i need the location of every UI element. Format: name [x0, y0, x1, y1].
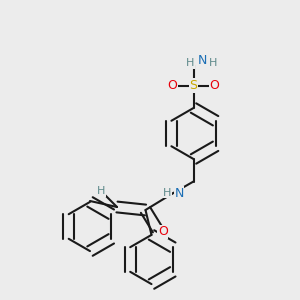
- Text: N: N: [174, 187, 184, 200]
- Text: H: H: [97, 186, 105, 196]
- Text: O: O: [158, 225, 168, 239]
- Text: O: O: [210, 79, 219, 92]
- Text: H: H: [209, 58, 217, 68]
- Text: H: H: [163, 188, 171, 198]
- Text: S: S: [190, 79, 197, 92]
- Text: O: O: [168, 79, 177, 92]
- Text: N: N: [198, 54, 207, 68]
- Text: H: H: [186, 58, 194, 68]
